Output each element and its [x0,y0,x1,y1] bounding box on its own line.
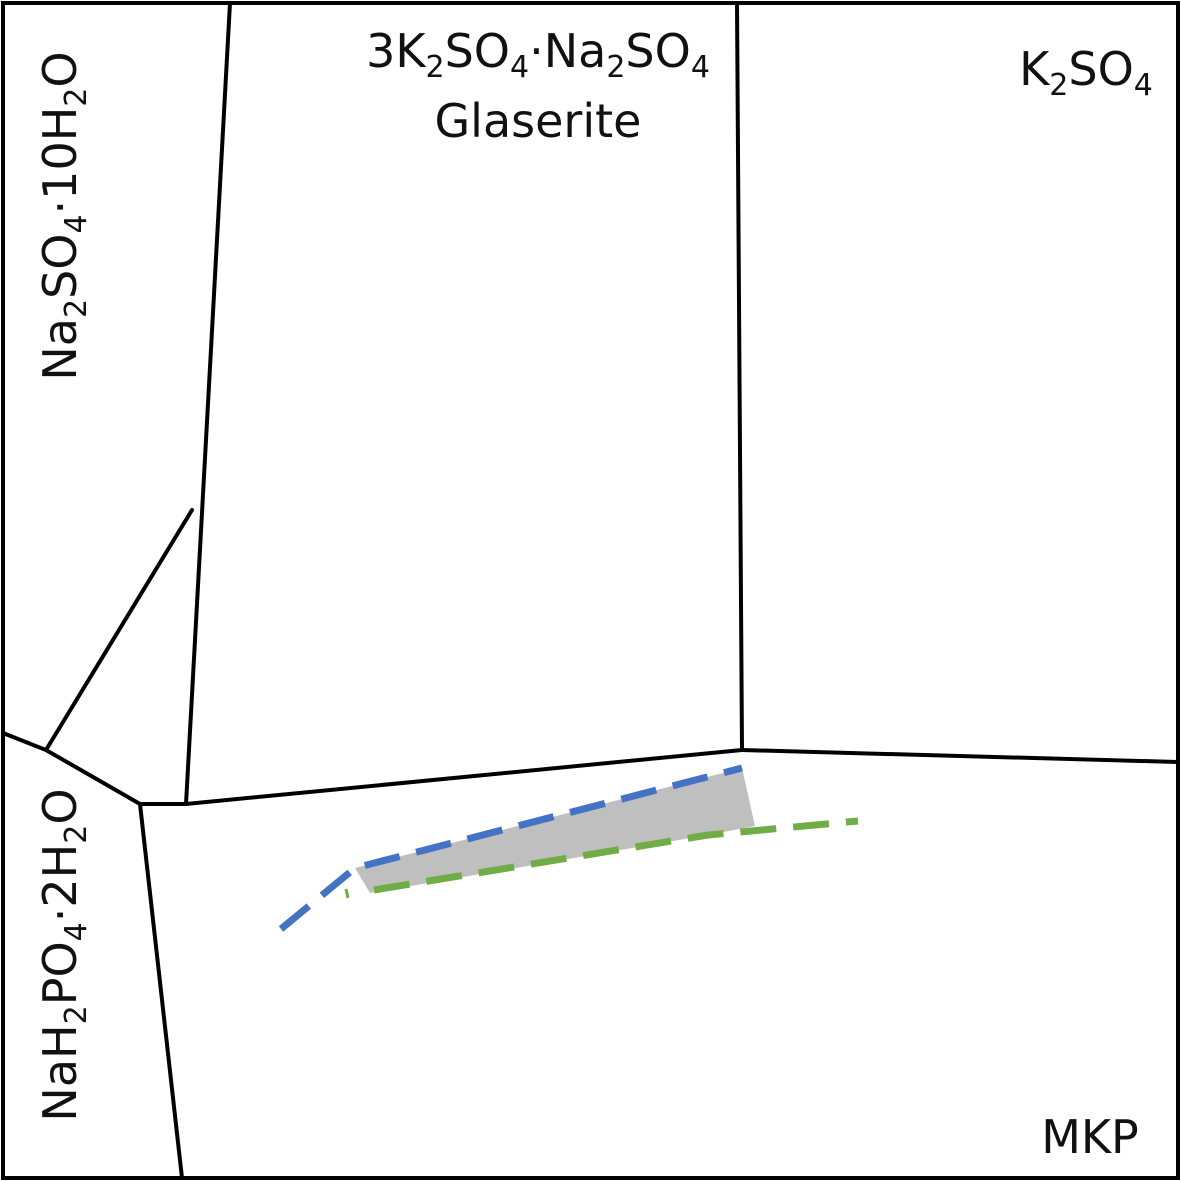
boundary-k2so4-bottom [740,748,1180,764]
label-mkp: MKP [1041,1110,1139,1164]
boundary-glaserite-bottom [138,748,744,806]
label-nah2po4-dihydrate: NaH2PO4·2H2O [33,788,94,1121]
label-glaserite-formula: 3K2SO4·Na2SO4 [366,24,710,85]
green-dashed-curve [373,817,859,894]
boundary-nah2po4-mkp [138,802,184,1180]
boundary-na2so4-nah2po4 [44,508,194,752]
label-k2so4: K2SO4 [1019,42,1153,103]
boundary-glaserite-left [184,1,232,806]
label-glaserite-name: Glaserite [435,94,642,148]
boundary-nah2po4-left [1,731,142,806]
label-na2so4-decahydrate: Na2SO4·10H2O [33,51,94,380]
shaded-region [355,768,755,893]
boundary-glaserite-right [735,1,744,752]
green-dashed-curve-tick [344,888,350,899]
blue-dashed-curve [278,764,743,932]
